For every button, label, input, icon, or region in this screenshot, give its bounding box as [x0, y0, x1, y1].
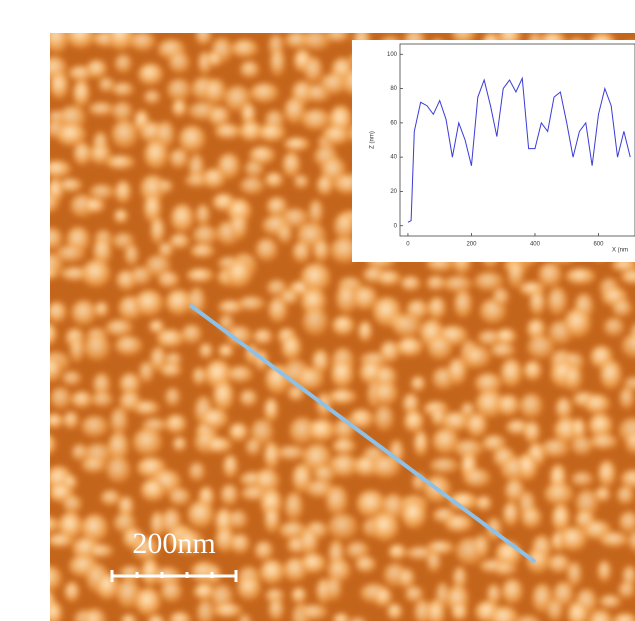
x-tick-label: 600	[593, 242, 604, 248]
scale-label: 200nm	[132, 527, 215, 560]
y-tick-label: 100	[387, 52, 398, 58]
y-tick-label: 0	[394, 223, 398, 229]
scale-bar: 200nm	[110, 527, 238, 582]
profile-chart: Z (nm) X (nm 0 20 40 60 80 100 0 200 400 600	[370, 43, 635, 254]
y-tick-label: 40	[390, 155, 397, 161]
x-tick-label: 200	[466, 242, 477, 248]
x-axis-label: X (nm	[612, 248, 628, 254]
x-tick-label: 400	[530, 242, 541, 248]
y-tick-label: 60	[390, 120, 397, 126]
inset-panel	[352, 40, 635, 262]
y-tick-label: 20	[390, 189, 397, 195]
y-tick-label: 80	[390, 86, 397, 92]
x-tick-label: 0	[406, 242, 410, 248]
profile-line	[188, 303, 537, 564]
y-axis-label: Z (nm)	[370, 131, 376, 149]
profile-curve	[407, 76, 631, 223]
